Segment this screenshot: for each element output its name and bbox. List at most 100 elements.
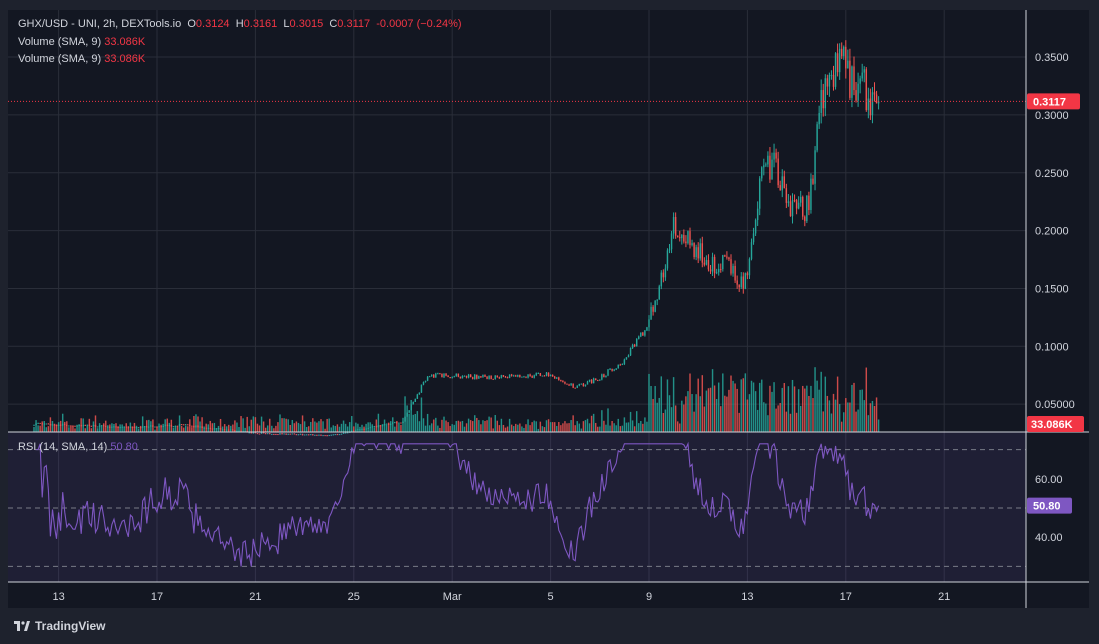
volume-bar (722, 373, 724, 432)
candle-body (875, 94, 878, 104)
candle-body (597, 380, 599, 382)
candle-body (310, 434, 312, 436)
volume-bar (758, 382, 761, 432)
candle-body (814, 150, 816, 184)
volume-bar (787, 386, 790, 432)
volume-bar (68, 427, 70, 432)
volume-bar (469, 420, 472, 432)
candle-body (789, 201, 792, 217)
candle-body (525, 376, 527, 378)
candle-body (57, 424, 60, 426)
candle-body (722, 255, 724, 270)
volume-legend-value: 33.086K (104, 36, 146, 48)
candle-body (771, 159, 773, 180)
volume-bar (865, 367, 868, 432)
candle-body (197, 425, 199, 428)
candle-body (51, 424, 54, 426)
candle-body (328, 435, 330, 437)
volume-bar (248, 426, 250, 432)
candle-layer (33, 40, 880, 437)
volume-bar (211, 423, 214, 432)
volume-bar (424, 425, 427, 432)
candle-body (607, 369, 609, 376)
volume-bar (478, 420, 480, 432)
volume-bar (547, 419, 550, 432)
candle-body (873, 92, 876, 95)
candle-body (264, 433, 267, 435)
candle-body (519, 375, 521, 378)
price-tick-label: 0.3500 (1035, 52, 1069, 64)
volume-bar (736, 388, 738, 432)
volume-bar (299, 424, 302, 432)
candle-body (250, 432, 253, 434)
candle-body (750, 242, 753, 259)
volume-bar (453, 424, 455, 432)
volume-bar (578, 423, 581, 432)
rsi-pane-background (8, 432, 1026, 582)
volume-bar (348, 422, 351, 432)
candle-body (162, 425, 164, 427)
candle-body (672, 217, 675, 234)
volume-bar (840, 421, 843, 432)
candle-body (43, 423, 45, 425)
volume-bar (94, 415, 97, 432)
candle-body (584, 384, 587, 387)
rsi-value-tag-label: 50.80 (1033, 501, 1061, 513)
candle-body (277, 434, 279, 436)
volume-bar (730, 375, 732, 432)
volume-bar (558, 422, 560, 432)
candle-body (375, 426, 378, 428)
candle-body (55, 425, 58, 427)
candle-body (127, 427, 130, 429)
chart-svg[interactable]: 0.3500 0.3000 0.2500 0.2000 0.1500 0.1000 0.05… (8, 10, 1089, 608)
volume-bar (812, 398, 814, 432)
volume-bar (588, 423, 591, 432)
candle-body (687, 231, 689, 244)
volume-bar (627, 422, 630, 432)
tradingview-logo[interactable]: TradingView (14, 619, 105, 633)
volume-bar (619, 426, 622, 432)
candle-body (45, 423, 48, 425)
candle-body (121, 426, 123, 428)
candle-body (223, 429, 226, 431)
volume-layer (33, 367, 880, 432)
volume-bar (244, 427, 246, 432)
volume-bar (668, 395, 671, 432)
candle-body (531, 376, 533, 378)
volume-bar (223, 424, 226, 432)
volume-bar (642, 423, 644, 432)
candle-body (457, 373, 460, 377)
candle-body (510, 374, 513, 376)
candle-body (365, 428, 367, 430)
candle-body (443, 373, 445, 378)
volume-bar (394, 426, 396, 432)
candle-body (576, 385, 578, 389)
chart-frame[interactable]: 0.3500 0.3000 0.2500 0.2000 0.1500 0.1000 0.05… (8, 10, 1089, 608)
candle-body (90, 425, 93, 427)
candle-body (463, 375, 466, 377)
volume-bar (689, 373, 691, 432)
candle-body (260, 432, 263, 434)
candle-body (410, 404, 412, 411)
volume-bar (830, 413, 833, 432)
volume-bar (355, 422, 357, 432)
candle-body (105, 425, 107, 427)
volume-bar (187, 426, 189, 432)
volume-bar (654, 386, 656, 432)
volume-bar (115, 423, 117, 432)
volume-bar (113, 423, 115, 432)
volume-bar (385, 424, 388, 432)
volume-bar (258, 425, 261, 432)
candle-body (86, 424, 89, 426)
volume-bar (420, 397, 423, 432)
candle-body (877, 101, 880, 104)
candle-body (754, 220, 757, 234)
candle-body (619, 364, 622, 366)
candle-body (592, 378, 595, 384)
volume-bar (66, 421, 68, 432)
candle-body (578, 383, 581, 386)
volume-bar (527, 419, 529, 432)
candle-body (252, 432, 255, 434)
candle-body (742, 276, 745, 289)
volume-bar (416, 411, 419, 432)
